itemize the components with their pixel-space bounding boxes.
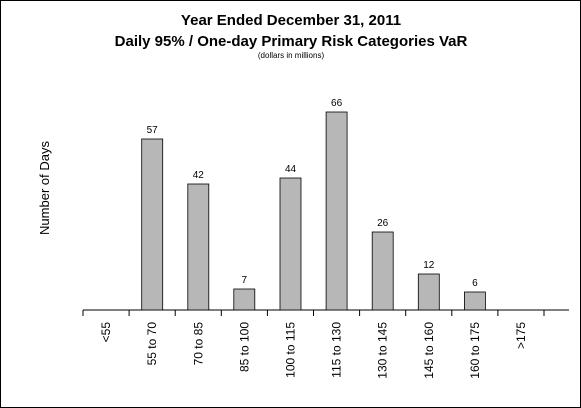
bar: [141, 138, 164, 311]
chart-title: Year Ended December 31, 2011: [181, 12, 401, 29]
data-label: 44: [285, 164, 297, 175]
bar: [325, 111, 348, 311]
labels-layer: <55 57 55 to 70 42 70 to 85 7 85 to 100 44 100 t…: [99, 98, 528, 379]
bar: [187, 183, 210, 311]
x-tick-label: 145 to 160: [422, 322, 436, 379]
data-label: 57: [147, 125, 159, 136]
bar: [463, 291, 486, 311]
bar: [371, 231, 394, 311]
x-tick-label: <55: [99, 322, 113, 343]
y-axis-label: Number of Days: [37, 141, 52, 235]
x-tick-label: >175: [514, 322, 528, 349]
data-label: 66: [331, 98, 343, 109]
bars-layer: [141, 111, 486, 311]
x-tick-label: 100 to 115: [284, 322, 298, 378]
data-label: 7: [242, 275, 248, 286]
x-tick-label: 115 to 130: [330, 322, 344, 378]
data-label: 6: [472, 278, 478, 289]
data-label: 26: [377, 218, 389, 229]
chart-title-line2: Daily 95% / One-day Primary Risk Categor…: [115, 33, 468, 50]
x-tick-label: 70 to 85: [191, 322, 205, 366]
bar: [417, 273, 440, 311]
x-tick-label: 55 to 70: [145, 322, 159, 366]
bar: [279, 177, 302, 311]
x-tick-label: 85 to 100: [237, 322, 251, 372]
x-tick-label: 160 to 175: [468, 322, 482, 379]
x-tick-label: 130 to 145: [376, 322, 390, 379]
chart-subtitle: (dollars in millions): [258, 51, 325, 60]
data-label: 12: [423, 260, 435, 271]
bar: [233, 288, 256, 311]
data-label: 42: [193, 170, 205, 181]
tick-marks-layer: [82, 310, 545, 316]
